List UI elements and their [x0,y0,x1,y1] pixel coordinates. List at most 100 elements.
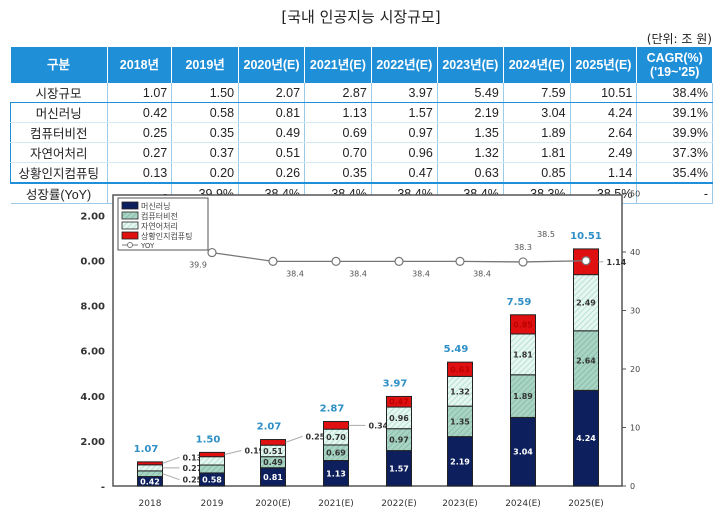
yoy-label: 38.4 [286,269,304,278]
bar-value-label: 1.14 [607,258,627,267]
market-size-table: 구분 2018년 2019년 2020년(E) 2021년(E) 2022년(E) 2023… [10,47,713,204]
table-cell: 0.81 [238,102,306,123]
bar-value-label: 0.85 [513,320,533,329]
bar-segment-1 [573,330,599,391]
table-cell: 0.49 [238,122,306,143]
table-cell: 0.97 [371,122,438,143]
x-tick-label: 2022(E) [381,499,417,509]
table-cell: 10.51 [570,83,638,103]
table-row: 상황인지컴퓨팅 0.13 0.20 0.26 0.35 0.47 0.63 0.85 1.14 3… [10,162,713,184]
table-cell: 0.26 [238,162,306,184]
table-cell: 37.3% [636,142,713,163]
table-cell: 1.89 [503,122,571,143]
market-size-chart: - 2.00 4.00 6.00 8.00 10.00 12.00 0 10 20 30 40 50 0.… [80,190,640,509]
table-cell: 3.04 [503,102,571,123]
table-row: 컴퓨터비전 0.25 0.35 0.49 0.69 0.97 1.35 1.89 2.64 39.… [10,122,713,143]
bar-value-label: 0.69 [326,449,346,458]
legend-label: 상황인지컴퓨팅 [141,231,193,241]
bar-value-label: 1.32 [450,387,470,396]
yoy-label: 38.4 [412,269,430,278]
bar-value-label: 0.97 [389,436,409,445]
yoy-point [207,247,217,258]
x-tick-label: 2020(E) [255,499,291,509]
leader-line [162,456,180,464]
bar-value-label: 0.42 [140,477,160,486]
table-cell: 7.59 [503,83,571,103]
legend-swatch [121,211,139,220]
row-label: 성장률(YoY) [10,182,108,204]
unit-note: (단위: 조 원) [646,32,712,46]
table-cell: 0.13 [107,162,173,184]
row-label: 자연어처리 [10,142,108,163]
table-cell: 0.27 [107,142,173,163]
yoy-point [268,256,278,266]
legend-label: 자연어처리 [141,221,178,231]
column-header: CAGR(%) ('19~'25) [636,47,713,83]
bar-value-label: 0.63 [450,365,470,374]
table-cell: 0.69 [304,122,372,143]
legend-label: 머신러닝 [141,201,170,211]
table-row: 머신러닝 0.42 0.58 0.81 1.13 1.57 2.19 3.04 4.24 39.1… [10,102,713,123]
yoy-point [518,257,528,267]
bar-total-label: 5.49 [444,344,469,355]
bar-segment-3 [137,461,163,466]
bar-total-label: 1.50 [196,434,221,445]
y-tick-label: 2.00 [80,437,105,448]
table-header-row: 구분 2018년 2019년 2020년(E) 2021년(E) 2022년(E) 2023… [10,47,713,83]
table-cell: 0.63 [437,162,504,184]
bar-segment-3 [510,314,536,335]
table-cell: 0.37 [171,142,240,163]
row-label: 시장규모 [10,83,108,103]
bar-segment-1 [447,405,473,438]
table-cell: 1.81 [503,142,571,163]
bar-value-label: 0.96 [389,414,409,423]
y-tick-label: 6.00 [80,347,105,358]
table-cell: 0.42 [107,102,173,123]
bar-segment-3 [199,451,225,458]
bar-value-label: 0.19 [245,447,265,456]
table-cell: 1.13 [304,102,372,123]
bar-value-label: 0.47 [389,398,409,407]
bar-segment-3 [386,395,412,408]
table-row: 자연어처리 0.27 0.37 0.51 0.70 0.96 1.32 1.81 2.49 37.… [10,142,713,163]
column-header: 2020년(E) [238,47,306,83]
leader-line [224,450,242,456]
table-cell: 1.14 [570,162,638,184]
y-right-tick-label: 10 [630,424,640,433]
column-header: 2025년(E) [570,47,638,83]
x-tick-label: 2025(E) [568,499,604,509]
bar-value-label: 0.81 [263,473,283,482]
table-row: 시장규모 1.07 1.50 2.07 2.87 3.97 5.49 7.59 10.51 38.… [10,83,713,103]
table-cell: 4.24 [570,102,638,123]
table-cell: 1.35 [437,122,504,143]
column-header: 2021년(E) [304,47,372,83]
y-right-tick-label: 30 [630,307,640,316]
column-header: 2019년 [171,47,240,83]
table-cell: 0.35 [171,122,240,143]
bar-value-label: 0.25 [183,476,203,485]
column-header: 2022년(E) [371,47,438,83]
row-label: 머신러닝 [10,102,108,123]
bar-value-label: 0.34 [369,421,389,430]
table-cell: 5.49 [437,83,504,103]
table-cell: 0.35 [304,162,372,184]
table-cell: 0.96 [371,142,438,163]
row-label: 컴퓨터비전 [10,122,108,143]
bar-segment-2 [573,274,599,332]
bar-total-label: 2.07 [257,422,282,433]
leader-line [285,435,303,443]
leader-line [162,473,180,481]
x-tick-label: 2019 [201,499,224,509]
x-tick-label: 2024(E) [505,499,541,509]
table-cell: - [636,182,713,204]
legend-line-marker [127,242,133,248]
bar-segment-0 [323,460,349,487]
x-tick-label: 2018 [139,499,162,509]
table-cell: 3.97 [371,83,438,103]
y-tick-label: - [101,482,105,493]
bar-value-label: 2.19 [450,457,470,466]
bar-segment-3 [260,439,286,446]
bar-value-label: 1.13 [326,469,346,478]
bar-value-label: 0.70 [326,433,346,442]
